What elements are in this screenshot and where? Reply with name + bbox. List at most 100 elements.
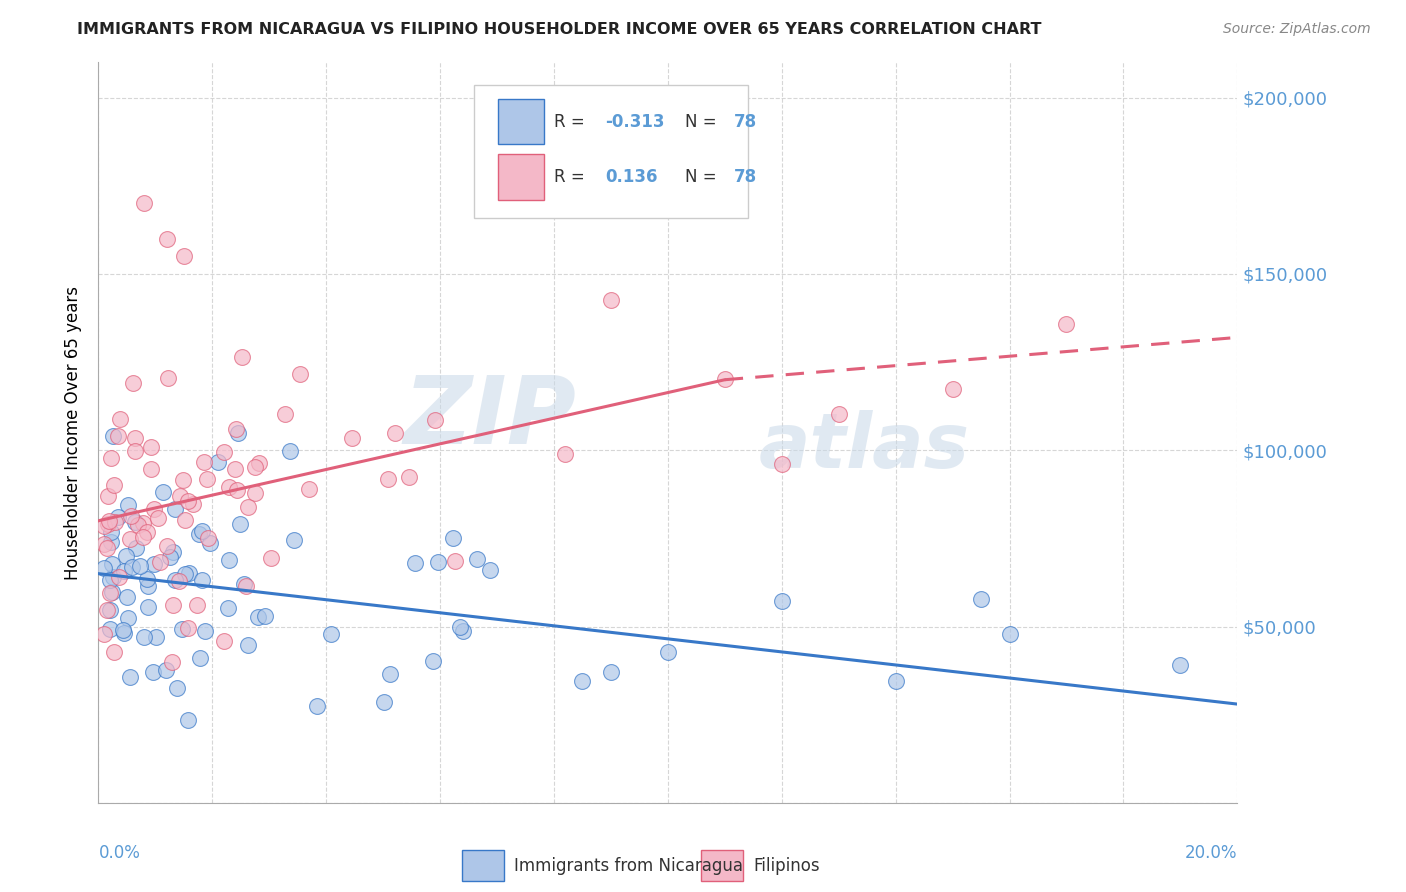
Point [145, 630, 167, 644]
Point [190, 524, 212, 539]
Point [107, 429, 129, 443]
Point [218, 480, 240, 494]
Point [121, 560, 143, 574]
Point [600, 293, 623, 307]
Point [253, 609, 276, 624]
Point [101, 585, 124, 599]
Point [194, 624, 217, 639]
Point [714, 372, 737, 386]
Point [98, 603, 121, 617]
Point [115, 591, 138, 605]
Point [190, 574, 212, 588]
Point [136, 579, 159, 593]
Point [132, 196, 155, 211]
Point [235, 579, 257, 593]
Text: 0.0%: 0.0% [98, 844, 141, 862]
Point [136, 524, 159, 539]
Point [166, 681, 188, 695]
Point [290, 367, 312, 381]
Point [173, 566, 195, 581]
Point [298, 482, 321, 496]
Text: 78: 78 [734, 112, 756, 130]
Point [207, 454, 229, 468]
Text: atlas: atlas [759, 410, 970, 484]
Point [441, 532, 464, 546]
Point [177, 621, 200, 635]
Point [188, 527, 211, 541]
Point [152, 484, 174, 499]
Point [200, 536, 222, 550]
Point [283, 533, 305, 547]
Point [129, 559, 152, 574]
Point [96, 516, 118, 531]
Point [162, 545, 184, 559]
Point [103, 645, 125, 659]
Point [98, 514, 121, 528]
Text: Filipinos: Filipinos [754, 856, 820, 875]
Point [449, 620, 471, 634]
Point [274, 407, 297, 421]
Point [93, 537, 115, 551]
Point [1170, 658, 1192, 673]
Point [120, 670, 142, 684]
Point [193, 454, 215, 468]
Text: 0.136: 0.136 [605, 169, 658, 186]
Point [197, 532, 219, 546]
Point [104, 515, 127, 529]
Point [942, 382, 965, 396]
Point [247, 456, 270, 470]
Point [828, 407, 851, 421]
Point [111, 623, 134, 637]
Point [103, 478, 125, 492]
Point [159, 550, 181, 565]
Point [998, 627, 1021, 641]
Point [96, 603, 118, 617]
Point [321, 627, 343, 641]
Point [423, 413, 446, 427]
Point [217, 600, 239, 615]
Point [132, 630, 155, 644]
Point [118, 533, 141, 547]
Text: -0.313: -0.313 [605, 112, 665, 130]
Point [884, 674, 907, 689]
Point [132, 516, 155, 531]
Point [98, 574, 121, 588]
Point [278, 444, 301, 458]
Point [422, 654, 444, 668]
Point [98, 586, 121, 600]
Point [657, 155, 679, 169]
Point [135, 572, 157, 586]
Point [101, 429, 124, 443]
Point [142, 501, 165, 516]
Point [243, 486, 266, 500]
Point [120, 509, 142, 524]
Point [195, 472, 218, 486]
Point [554, 447, 576, 461]
Point [127, 518, 149, 533]
Point [224, 462, 246, 476]
Point [770, 594, 793, 608]
FancyBboxPatch shape [474, 85, 748, 218]
Point [183, 497, 205, 511]
Point [231, 350, 253, 364]
Point [115, 549, 138, 563]
Text: IMMIGRANTS FROM NICARAGUA VS FILIPINO HOUSEHOLDER INCOME OVER 65 YEARS CORRELATI: IMMIGRANTS FROM NICARAGUA VS FILIPINO HO… [77, 22, 1042, 37]
Point [117, 498, 139, 512]
Point [142, 665, 165, 680]
Point [212, 444, 235, 458]
Point [98, 622, 121, 636]
Text: N =: N = [685, 169, 721, 186]
Point [132, 530, 155, 544]
Point [149, 555, 172, 569]
Point [229, 516, 252, 531]
Point [110, 412, 132, 426]
Point [139, 462, 162, 476]
Point [657, 644, 679, 658]
Point [377, 472, 399, 486]
Point [177, 494, 200, 508]
Point [212, 634, 235, 648]
FancyBboxPatch shape [700, 850, 742, 881]
FancyBboxPatch shape [461, 850, 503, 881]
Point [112, 564, 135, 578]
Text: N =: N = [685, 112, 721, 130]
